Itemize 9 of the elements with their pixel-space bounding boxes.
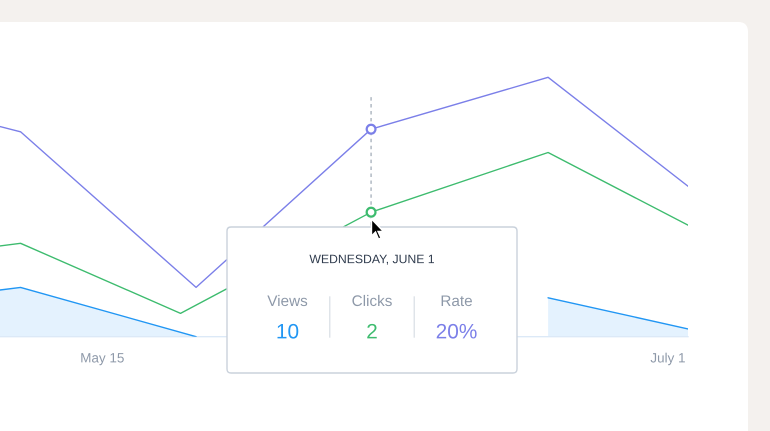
x-tick-label: July 1 bbox=[650, 352, 685, 366]
annotation: 2 bbox=[367, 324, 377, 338]
annotation: 20% bbox=[436, 324, 477, 339]
annotation: WEDNESDAY, JUNE 1 bbox=[309, 254, 434, 265]
annotation: Views bbox=[267, 294, 308, 306]
annotation: Clicks bbox=[352, 294, 392, 306]
x-tick-label: May 15 bbox=[81, 353, 124, 366]
annotation: Rate bbox=[442, 295, 472, 306]
annotation: 10 bbox=[278, 324, 298, 339]
